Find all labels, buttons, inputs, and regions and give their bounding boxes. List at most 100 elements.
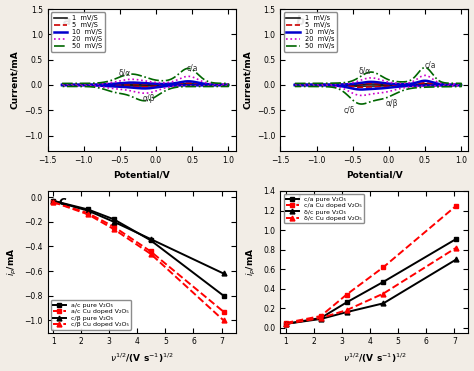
- 10  mV/s: [396, 85, 402, 89]
- 20  mV/s: [326, 82, 332, 86]
- δ/c Cu doped V₂O₅: [283, 322, 289, 326]
- 10  mV/S: [142, 86, 147, 91]
- 10  mV/S: [185, 79, 191, 83]
- Text: δ/α: δ/α: [118, 69, 131, 78]
- 1  mV/s: [427, 82, 433, 86]
- 1  mV/s: [292, 83, 298, 87]
- 50  mV/s: [326, 81, 332, 85]
- c/β Cu doped V₂O₅: [85, 212, 91, 217]
- Text: c/a: c/a: [186, 64, 198, 73]
- 20  mV/S: [59, 82, 65, 86]
- c/a pure V₂O₅: [454, 237, 459, 241]
- 1  mV/s: [359, 84, 365, 89]
- c/β Cu doped V₂O₅: [221, 318, 227, 322]
- 1  mV/s: [365, 84, 371, 88]
- 50  mV/S: [59, 81, 65, 86]
- 1  mV/S: [142, 84, 147, 88]
- 10  mV/S: [59, 82, 65, 87]
- Legend: c/a pure V₂O₅, c/a Cu doped V₂O₅, δ/c pure V₂O₅, δ/c Cu doped V₂O₅: c/a pure V₂O₅, c/a Cu doped V₂O₅, δ/c pu…: [283, 194, 364, 223]
- 50  mV/s: [359, 102, 365, 106]
- 50  mV/S: [185, 66, 191, 70]
- 50  mV/s: [359, 102, 365, 106]
- Line: 1  mV/s: 1 mV/s: [295, 84, 461, 86]
- 1  mV/S: [59, 83, 65, 87]
- 10  mV/S: [126, 85, 132, 89]
- a/c Cu doped V₂O₅: [50, 200, 56, 204]
- 20  mV/S: [206, 81, 212, 86]
- 20  mV/S: [194, 77, 200, 81]
- Line: 10  mV/s: 10 mV/s: [295, 81, 461, 89]
- δ/c Cu doped V₂O₅: [344, 308, 349, 312]
- δ/c Cu doped V₂O₅: [318, 316, 324, 320]
- 1  mV/s: [359, 84, 365, 89]
- 50  mV/S: [132, 96, 137, 100]
- Text: c/δ: c/δ: [344, 106, 356, 115]
- Text: c/a: c/a: [425, 61, 437, 70]
- X-axis label: $\nu^{1/2}$/(V s$^{-1}$)$^{1/2}$: $\nu^{1/2}$/(V s$^{-1}$)$^{1/2}$: [343, 352, 406, 365]
- Line: δ/c Cu doped V₂O₅: δ/c Cu doped V₂O₅: [283, 245, 459, 326]
- 5  mV/s: [326, 82, 332, 87]
- 10  mV/s: [439, 82, 445, 86]
- 10  mV/s: [292, 83, 298, 88]
- 1  mV/S: [194, 82, 200, 86]
- 1  mV/s: [439, 82, 445, 87]
- 10  mV/S: [206, 82, 212, 86]
- Line: 10  mV/S: 10 mV/S: [62, 81, 228, 88]
- Text: δ/α: δ/α: [358, 66, 371, 75]
- Line: a/c Cu doped V₂O₅: a/c Cu doped V₂O₅: [51, 200, 226, 314]
- 50  mV/S: [194, 71, 200, 76]
- 50  mV/s: [427, 69, 433, 73]
- 50  mV/s: [396, 90, 402, 94]
- 5  mV/s: [365, 85, 371, 89]
- 1  mV/S: [206, 82, 212, 87]
- Y-axis label: Current/mA: Current/mA: [9, 50, 18, 109]
- 5  mV/s: [292, 83, 298, 87]
- a/c pure V₂O₅: [148, 238, 154, 243]
- X-axis label: Potential/V: Potential/V: [113, 170, 170, 179]
- 20  mV/s: [439, 81, 445, 86]
- 5  mV/S: [59, 83, 65, 87]
- 5  mV/s: [359, 85, 365, 89]
- δ/c Cu doped V₂O₅: [454, 245, 459, 250]
- c/a Cu doped V₂O₅: [454, 203, 459, 208]
- c/a pure V₂O₅: [344, 300, 349, 305]
- 50  mV/S: [126, 93, 132, 98]
- 5  mV/S: [93, 82, 99, 87]
- 10  mV/s: [422, 79, 428, 83]
- δ/c pure V₂O₅: [344, 310, 349, 314]
- c/β Cu doped V₂O₅: [148, 252, 154, 256]
- Line: 50  mV/s: 50 mV/s: [295, 68, 461, 104]
- 20  mV/s: [422, 73, 428, 78]
- 20  mV/s: [427, 75, 433, 79]
- 10  mV/s: [292, 82, 298, 87]
- 1  mV/S: [59, 83, 65, 87]
- 10  mV/s: [359, 87, 365, 92]
- 50  mV/s: [422, 65, 428, 70]
- 20  mV/S: [93, 82, 99, 86]
- Line: c/β Cu doped V₂O₅: c/β Cu doped V₂O₅: [51, 200, 226, 323]
- 5  mV/S: [59, 82, 65, 87]
- 1  mV/s: [292, 83, 298, 87]
- c/a Cu doped V₂O₅: [381, 265, 386, 269]
- Y-axis label: $i_p$/mA: $i_p$/mA: [245, 247, 258, 276]
- 1  mV/S: [126, 83, 132, 88]
- δ/c pure V₂O₅: [454, 257, 459, 262]
- a/c Cu doped V₂O₅: [148, 249, 154, 253]
- c/β pure V₂O₅: [148, 237, 154, 241]
- 1  mV/S: [132, 83, 137, 88]
- Text: a: a: [63, 15, 71, 28]
- Line: 5  mV/s: 5 mV/s: [295, 83, 461, 87]
- a/c pure V₂O₅: [111, 217, 117, 221]
- 1  mV/s: [326, 83, 332, 87]
- c/β pure V₂O₅: [85, 209, 91, 213]
- c/a Cu doped V₂O₅: [318, 314, 324, 318]
- 5  mV/s: [439, 82, 445, 87]
- 50  mV/S: [206, 80, 212, 84]
- a/c pure V₂O₅: [85, 207, 91, 212]
- c/a pure V₂O₅: [381, 280, 386, 284]
- 10  mV/S: [194, 80, 200, 85]
- 20  mV/S: [132, 89, 137, 94]
- 10  mV/s: [359, 87, 365, 92]
- Line: 20  mV/S: 20 mV/S: [62, 76, 228, 93]
- 1  mV/s: [422, 82, 428, 86]
